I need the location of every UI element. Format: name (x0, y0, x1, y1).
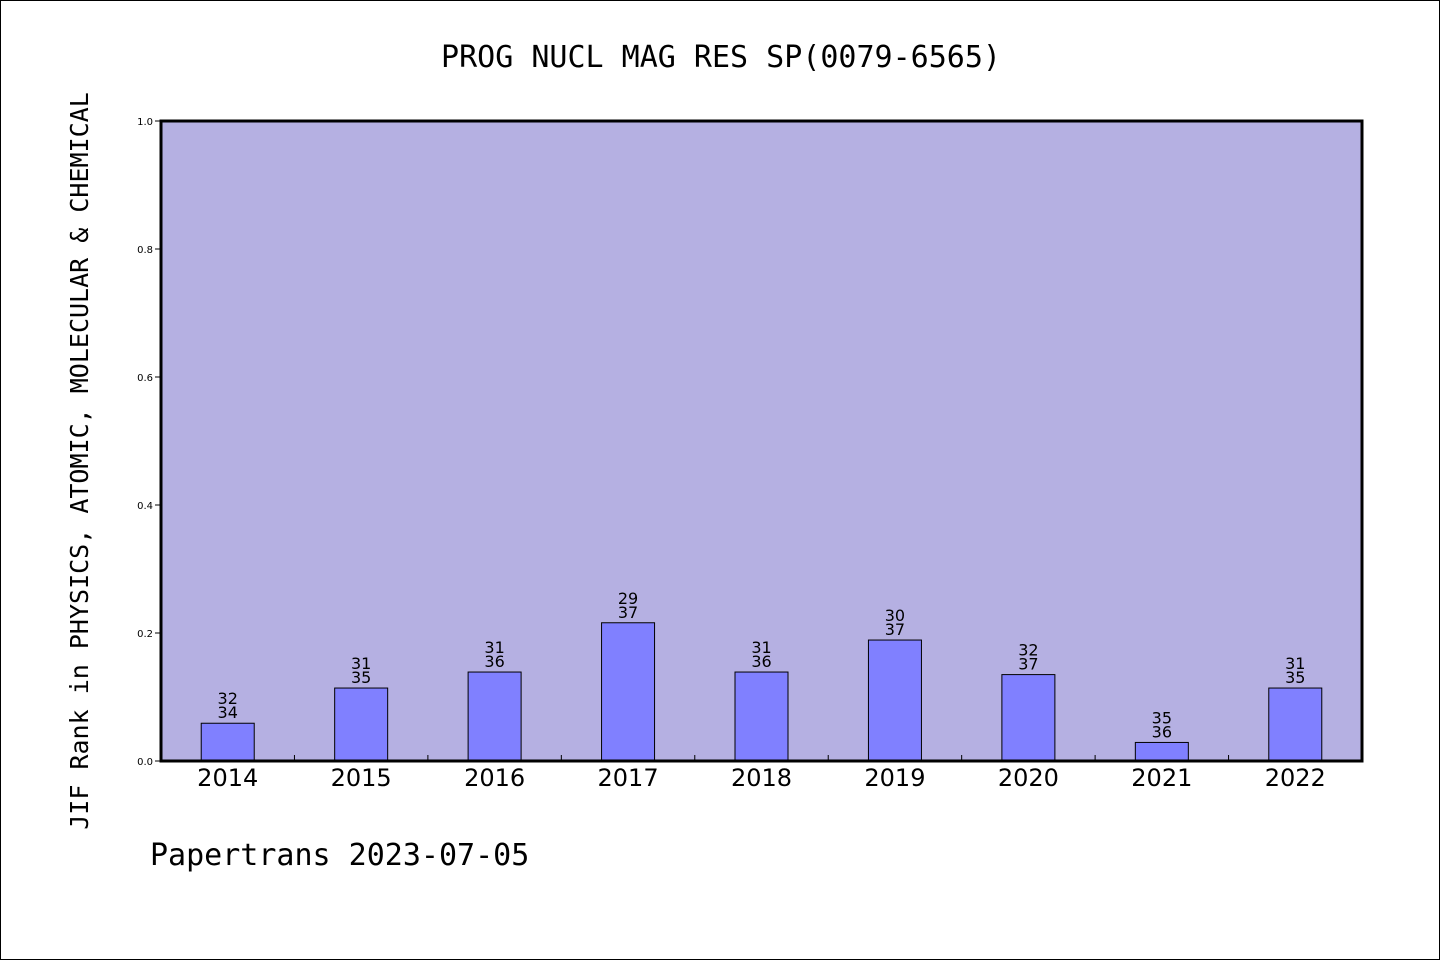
bar-rank-label: 32 (218, 689, 238, 708)
chart-title: PROG NUCL MAG RES SP(0079-6565) (441, 40, 1001, 75)
y-tick-label: 0.4 (137, 501, 153, 512)
y-tick-label: 0.2 (137, 629, 153, 640)
bar-total-label: 36 (1152, 722, 1172, 741)
bar-rank-label: 31 (1285, 654, 1305, 673)
bar-rank-label: 31 (351, 654, 371, 673)
bar-total-label: 37 (885, 620, 905, 639)
y-tick-label: 1.0 (137, 117, 153, 128)
bar-2020 (1001, 674, 1056, 762)
x-tick-label: 2022 (1265, 764, 1326, 792)
bar-2018 (734, 671, 789, 762)
bar-rank-label: 31 (484, 638, 504, 657)
bar-total-label: 35 (351, 668, 371, 687)
bar-total-label: 37 (618, 603, 638, 622)
bar-2014 (200, 722, 255, 762)
plot-area (161, 121, 1362, 761)
bar-rank-label: 32 (1018, 641, 1038, 660)
y-axis: 0.0 0.2 0.4 0.6 0.8 1.0 (137, 117, 161, 768)
bar-rank-label: 31 (751, 638, 771, 657)
x-tick-label: 2016 (464, 764, 525, 792)
x-axis: 2014 2015 2016 2017 2018 2019 2020 2021 2022 (197, 755, 1326, 792)
x-tick-label: 2018 (731, 764, 792, 792)
x-tick-label: 2019 (864, 764, 925, 792)
bar-2016 (467, 671, 522, 762)
bar-2019 (867, 639, 922, 762)
y-tick-label: 0.0 (137, 757, 153, 768)
footer-source-date: Papertrans 2023-07-05 (150, 838, 529, 873)
plot-frame (159, 119, 1364, 763)
y-tick-label: 0.8 (137, 245, 153, 256)
bar-2022 (1268, 687, 1323, 762)
x-tick-label: 2020 (998, 764, 1059, 792)
bar-total-label: 34 (218, 703, 238, 722)
y-tick-label: 0.6 (137, 373, 153, 384)
bar-total-label: 37 (1018, 655, 1038, 674)
x-tick-label: 2014 (197, 764, 258, 792)
bar-2021 (1134, 741, 1189, 762)
bar-total-label: 36 (484, 652, 504, 671)
bar-2017 (601, 622, 656, 762)
bar-rank-label: 29 (618, 589, 638, 608)
y-axis-label: JIF Rank in PHYSICS, ATOMIC, MOLECULAR &… (65, 92, 94, 830)
bar-total-label: 36 (751, 652, 771, 671)
x-tick-label: 2017 (598, 764, 659, 792)
bar-rank-label: 35 (1152, 708, 1172, 727)
bar-rank-label: 30 (885, 606, 905, 625)
x-tick-label: 2021 (1131, 764, 1192, 792)
bar-2015 (334, 687, 389, 762)
x-tick-label: 2015 (331, 764, 392, 792)
bar-total-label: 35 (1285, 668, 1305, 687)
